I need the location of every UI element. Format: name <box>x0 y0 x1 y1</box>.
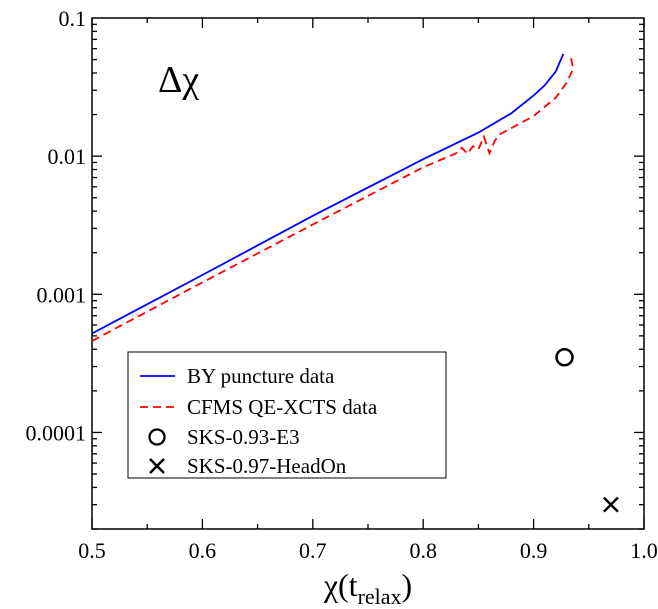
x-axis-title-sub: relax <box>358 584 402 609</box>
legend-label-sks-headon: SKS-0.97-HeadOn <box>187 454 347 478</box>
legend-label-by: BY puncture data <box>187 364 335 388</box>
data-point-circle <box>555 348 574 367</box>
series-line-1 <box>91 53 575 342</box>
x-tick-label: 0.8 <box>409 538 437 563</box>
series-lines <box>91 53 575 342</box>
series-line-0 <box>91 53 565 335</box>
x-tick-label: 0.6 <box>189 538 217 563</box>
legend-swatch-sks-headon <box>149 458 165 474</box>
legend-label-sks-e3: SKS-0.93-E3 <box>187 425 300 449</box>
data-point-x <box>602 496 619 513</box>
x-tick-label: 1.0 <box>630 538 658 563</box>
x-tick-label: 0.5 <box>78 538 106 563</box>
y-tick-label: 0.01 <box>48 144 87 169</box>
legend-box <box>127 351 447 479</box>
axis-ticks: 0.5 0.6 0.7 0.8 0.9 1.0 0.0001 0.001 0.01 0.1 <box>26 6 658 563</box>
y-tick-label: 0.0001 <box>26 420 87 445</box>
x-axis-title-main: χ(t <box>323 567 358 603</box>
data-point-x-stroke <box>602 496 619 513</box>
legend: BY puncture data CFMS QE-XCTS data SKS-0… <box>127 351 447 479</box>
x-axis-title-close: ) <box>402 567 413 603</box>
y-tick-label: 0.001 <box>37 282 87 307</box>
x-axis-title: χ(trelax) <box>323 567 412 609</box>
legend-label-cfms: CFMS QE-XCTS data <box>187 395 378 419</box>
x-tick-label: 0.9 <box>520 538 548 563</box>
chart-annotation: Δχ <box>158 59 199 101</box>
y-tick-label: 0.1 <box>59 6 87 31</box>
legend-swatch-sks-e3 <box>148 428 166 446</box>
x-tick-label: 0.7 <box>299 538 327 563</box>
series-markers <box>555 348 619 513</box>
